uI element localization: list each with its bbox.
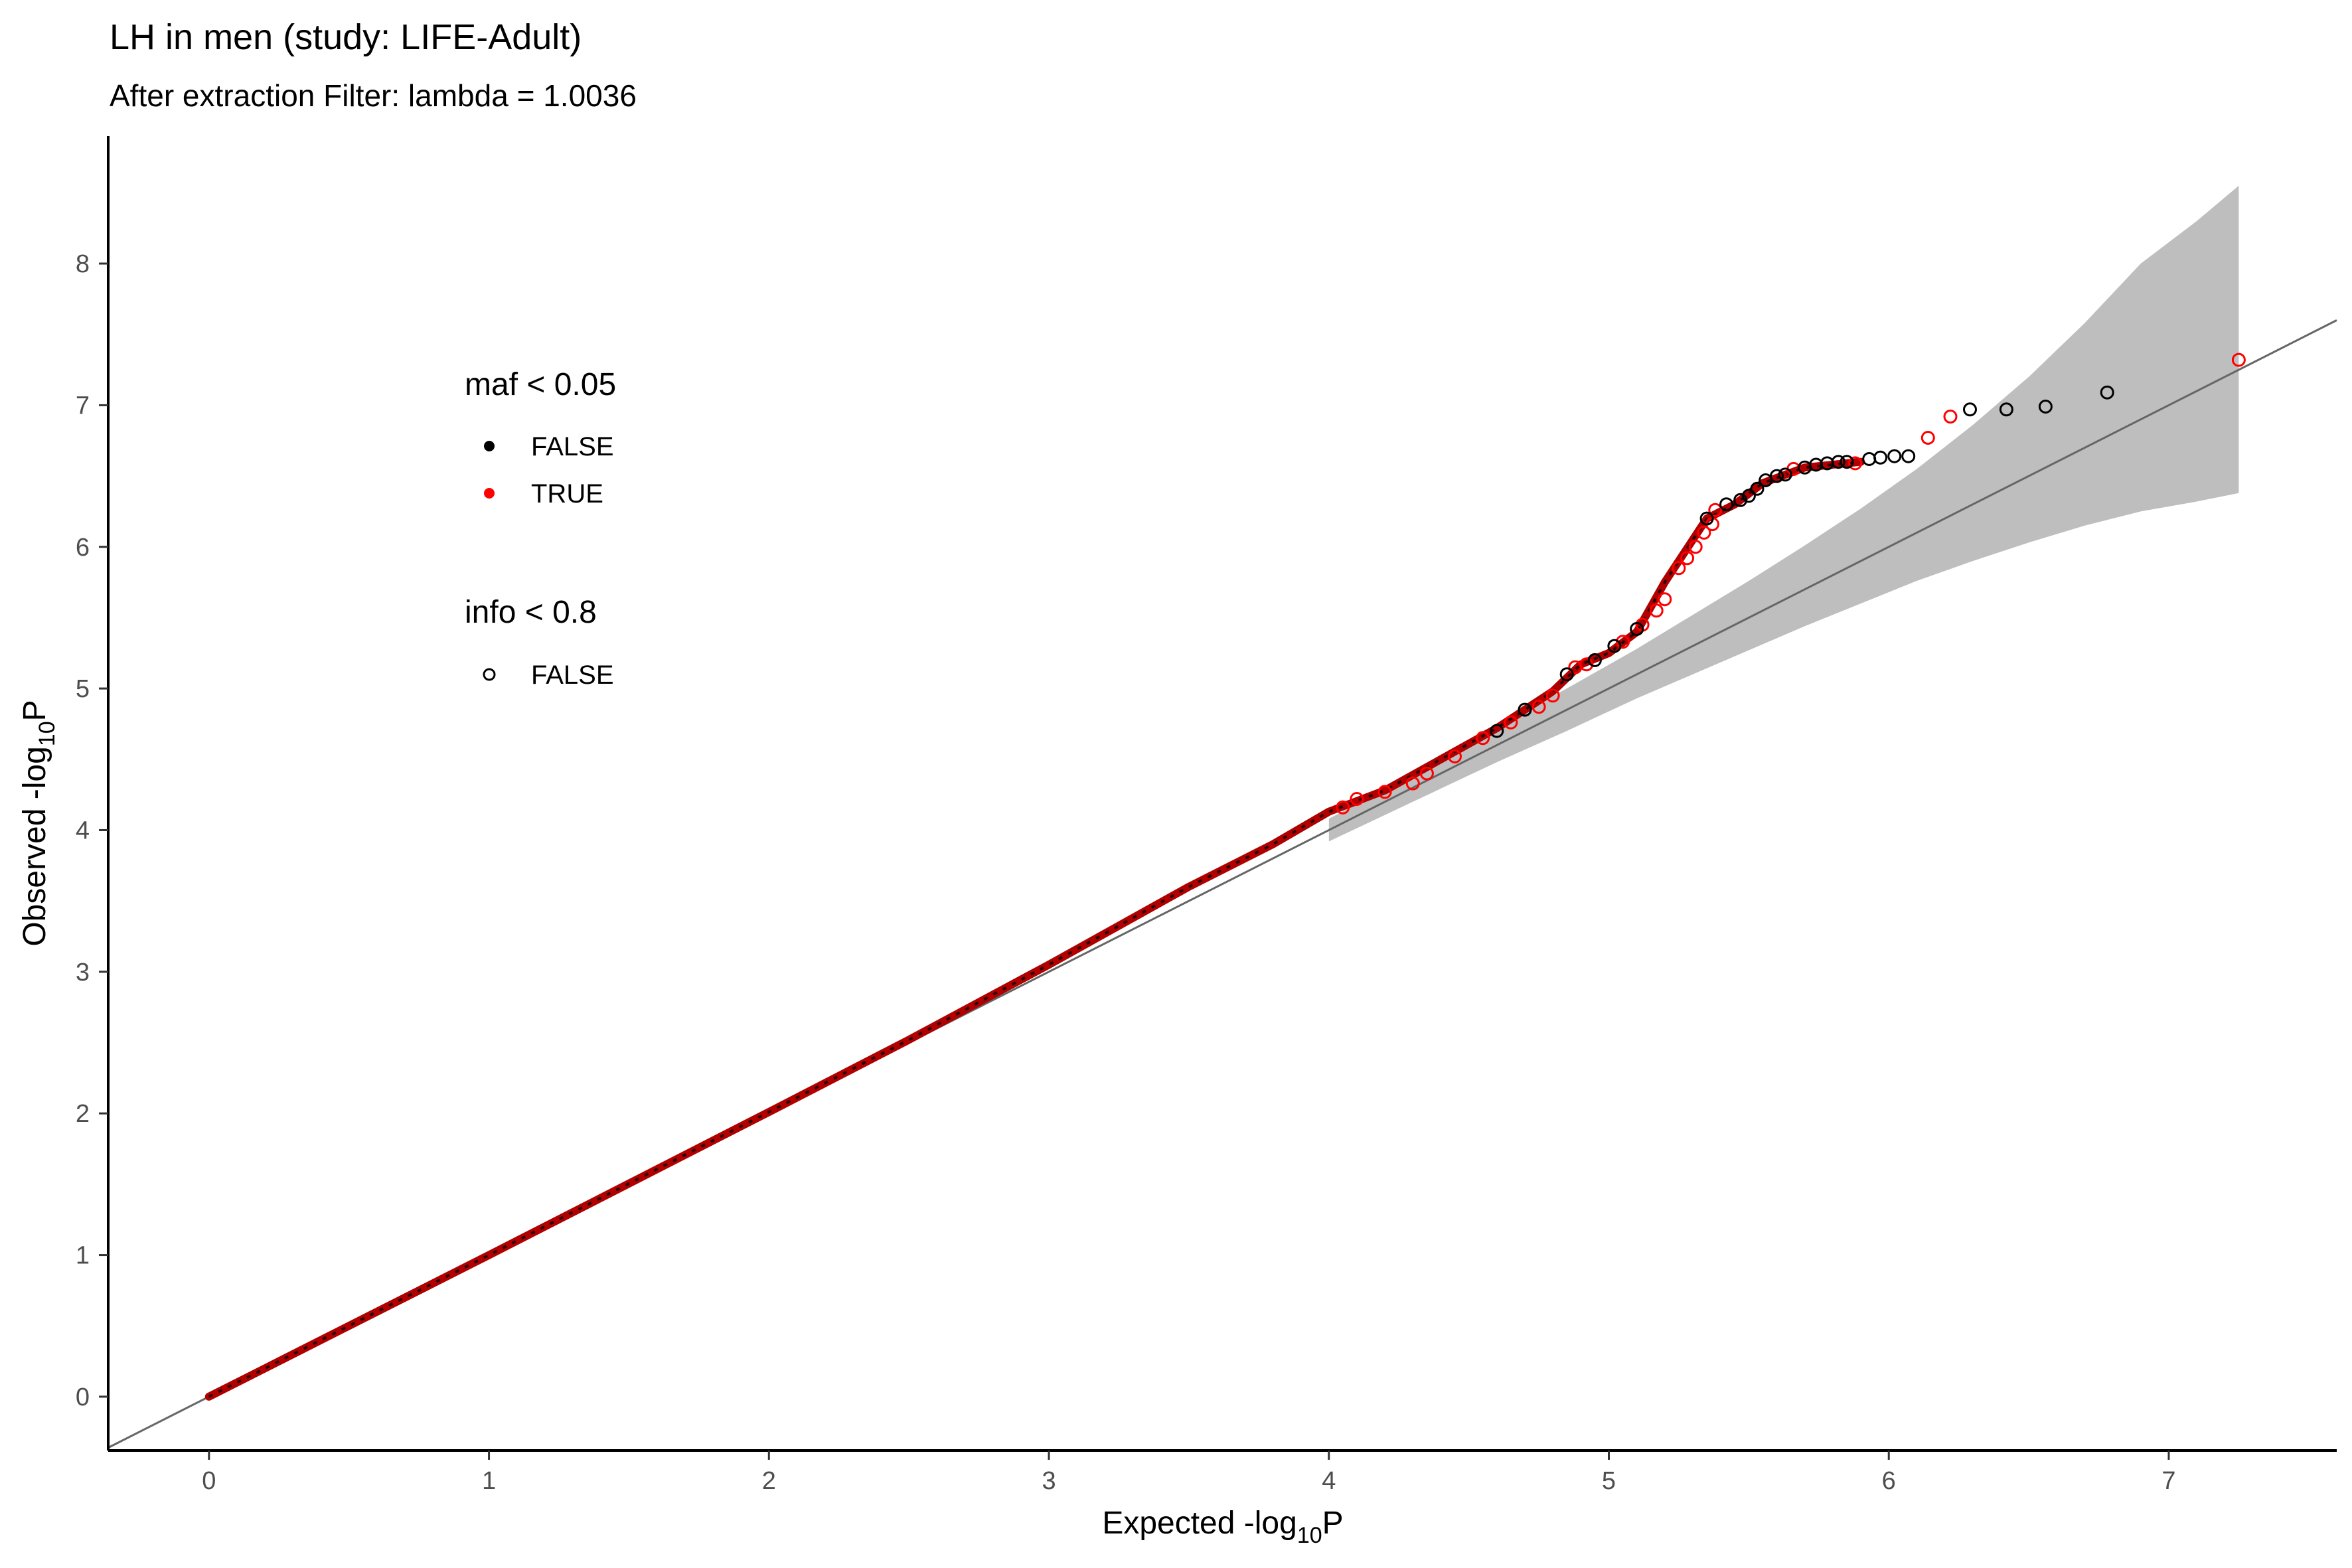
data-point-false-2 (1559, 667, 1574, 682)
chart-title: LH in men (study: LIFE-Adult) (110, 17, 582, 57)
confidence-band-layer (1328, 185, 2239, 842)
y-tick-label-0: 0 (76, 1383, 90, 1411)
data-point-false-8 (1733, 493, 1748, 507)
y-tick-label-2: 2 (76, 1100, 90, 1128)
y-tick-label-5: 5 (76, 675, 90, 703)
observed-dense-curve-overlay (208, 460, 1861, 1398)
data-point-true-0 (1336, 800, 1350, 815)
data-point-false-24 (1999, 402, 2013, 417)
data-point-true-15 (1658, 592, 1672, 607)
data-point-true-24 (1921, 431, 1935, 445)
legend-label-maf-true: TRUE (531, 479, 603, 509)
data-point-true-25 (1943, 410, 1958, 424)
x-tick-label-4: 4 (1322, 1467, 1336, 1495)
data-point-false-3 (1587, 653, 1602, 667)
data-point-false-0 (1490, 724, 1504, 738)
data-point-true-2 (1377, 785, 1392, 799)
data-point-true-3 (1405, 776, 1420, 791)
data-point-true-16 (1672, 561, 1686, 576)
data-point-false-7 (1719, 497, 1734, 512)
y-axis-title-main: Observed -log (17, 746, 52, 946)
data-point-true-1 (1350, 792, 1364, 806)
data-point-true-6 (1476, 731, 1490, 745)
legend-title-maf: maf < 0.05 (465, 367, 616, 402)
legend-label-maf-false: FALSE (531, 432, 614, 461)
x-axis-title-subscript: 10 (1297, 1523, 1322, 1548)
data-point-false-13 (1778, 467, 1792, 482)
data-point-false-20 (1873, 450, 1888, 465)
x-axis-title: Expected -log10P (1102, 1506, 1343, 1548)
legend-title-info: info < 0.8 (465, 595, 597, 630)
y-axis-ticks: 0 1 2 3 4 5 6 7 8 (76, 250, 108, 1411)
x-axis-title-main: Expected -log (1102, 1506, 1297, 1541)
data-point-false-23 (1963, 402, 1977, 417)
x-tick-label-7: 7 (2161, 1467, 2175, 1495)
legend: maf < 0.05 FALSE TRUE info < 0.8 FALSE (465, 367, 616, 690)
x-tick-label-6: 6 (1882, 1467, 1896, 1495)
data-point-false-17 (1831, 455, 1845, 469)
y-axis-title-tail: P (17, 700, 52, 721)
data-point-false-1 (1518, 702, 1532, 717)
y-tick-label-7: 7 (76, 392, 90, 420)
data-point-true-5 (1448, 749, 1462, 763)
x-tick-label-0: 0 (202, 1467, 216, 1495)
data-point-true-17 (1680, 551, 1695, 566)
data-point-true-4 (1419, 766, 1434, 781)
data-point-true-8 (1531, 700, 1546, 714)
y-tick-label-8: 8 (76, 250, 90, 278)
data-point-true-26 (2231, 353, 2246, 367)
data-point-true-18 (1688, 540, 1703, 554)
data-point-true-11 (1579, 657, 1594, 672)
data-point-true-12 (1616, 635, 1630, 649)
y-tick-label-3: 3 (76, 959, 90, 986)
data-point-false-4 (1607, 639, 1622, 653)
legend-key-info-false (483, 668, 496, 681)
x-axis-title-tail: P (1322, 1506, 1344, 1541)
x-tick-label-3: 3 (1042, 1467, 1056, 1495)
data-point-true-7 (1504, 715, 1518, 730)
data-point-false-6 (1699, 511, 1714, 526)
data-point-false-18 (1840, 455, 1854, 469)
data-point-true-23 (1848, 456, 1863, 471)
x-axis-ticks: 0 1 2 3 4 5 6 7 (202, 1450, 2176, 1495)
legend-label-info-false: FALSE (531, 661, 614, 690)
data-point-false-22 (1901, 449, 1916, 463)
y-axis-title: Observed -log10P (17, 700, 60, 946)
data-point-false-9 (1741, 489, 1756, 503)
observed-dense-curve (204, 457, 1865, 1401)
y-axis-title-subscript: 10 (35, 721, 60, 746)
data-point-false-5 (1630, 622, 1644, 636)
data-point-true-19 (1697, 525, 1711, 540)
confidence-band (1328, 185, 2239, 842)
chart-subtitle: After extraction Filter: lambda = 1.0036 (110, 78, 637, 113)
data-point-false-10 (1750, 481, 1764, 496)
data-point-true-9 (1545, 688, 1560, 703)
data-point-false-12 (1770, 469, 1784, 483)
legend-key-maf-true (484, 488, 495, 499)
y-tick-label-4: 4 (76, 817, 90, 844)
x-tick-label-1: 1 (482, 1467, 496, 1495)
data-point-false-26 (2100, 385, 2114, 400)
y-tick-label-1: 1 (76, 1242, 90, 1270)
y-tick-label-6: 6 (76, 534, 90, 562)
data-point-true-14 (1649, 603, 1664, 618)
data-points-layer (204, 353, 2246, 1401)
data-point-false-25 (2038, 400, 2053, 414)
data-point-true-21 (1708, 503, 1723, 517)
data-point-false-19 (1862, 452, 1877, 466)
x-tick-label-2: 2 (762, 1467, 776, 1495)
data-point-false-21 (1887, 449, 1902, 463)
x-tick-label-5: 5 (1602, 1467, 1616, 1495)
legend-key-maf-false (484, 441, 495, 451)
